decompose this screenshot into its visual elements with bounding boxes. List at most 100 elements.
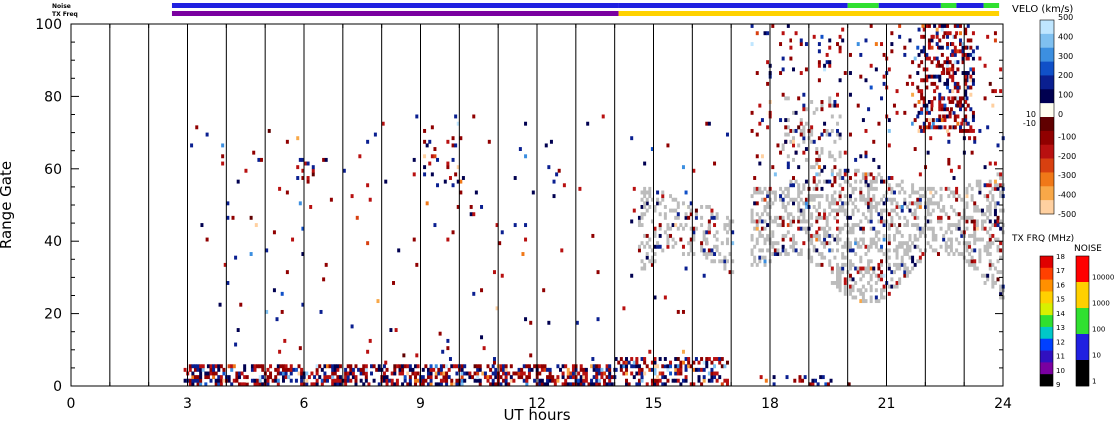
data-cell — [952, 223, 956, 228]
data-cell — [209, 378, 213, 383]
data-cell — [820, 241, 824, 246]
data-cell — [913, 56, 917, 61]
data-cell — [917, 110, 921, 115]
data-cell — [786, 212, 790, 217]
data-cell — [965, 194, 969, 199]
data-cell — [864, 197, 868, 202]
data-cell — [546, 367, 550, 372]
data-cell — [758, 215, 762, 220]
data-cell — [971, 81, 975, 86]
data-cell — [622, 360, 626, 365]
data-cell — [250, 364, 254, 369]
data-cell — [694, 215, 698, 220]
data-cell — [833, 179, 837, 184]
data-cell — [792, 201, 795, 206]
data-cell — [470, 375, 474, 380]
data-cell — [859, 186, 863, 191]
data-cell — [867, 262, 871, 267]
data-cell — [803, 375, 807, 380]
data-cell — [943, 60, 947, 65]
data-cell — [828, 132, 832, 137]
data-cell — [964, 114, 968, 119]
data-cell — [913, 212, 917, 217]
data-cell — [918, 226, 922, 231]
data-cell — [890, 277, 894, 282]
data-cell — [905, 241, 909, 246]
data-cell — [988, 226, 992, 231]
data-cell — [760, 255, 764, 260]
data-cell — [872, 266, 876, 271]
data-cell — [833, 197, 837, 202]
data-cell — [367, 382, 371, 387]
data-cell — [632, 375, 636, 380]
data-cell — [439, 371, 443, 376]
data-cell — [689, 364, 693, 369]
data-cell — [517, 367, 521, 372]
data-cell — [364, 367, 368, 372]
data-cell — [816, 382, 820, 387]
data-cell — [996, 183, 1000, 188]
data-cell — [492, 270, 496, 275]
data-cell — [676, 371, 680, 376]
data-cell — [653, 252, 657, 256]
data-cell — [930, 34, 934, 39]
data-cell — [439, 382, 443, 387]
data-cell — [257, 157, 261, 162]
txfreq-scale-swatch — [1040, 338, 1053, 351]
data-cell — [313, 382, 317, 387]
data-cell — [601, 114, 605, 119]
data-cell — [266, 367, 270, 372]
data-cell — [395, 382, 399, 387]
data-cell — [758, 248, 762, 253]
data-cell — [689, 237, 693, 242]
data-cell — [772, 375, 776, 380]
data-cell — [362, 364, 366, 369]
data-cell — [933, 24, 937, 28]
data-cell — [828, 96, 832, 101]
data-cell — [750, 128, 754, 133]
data-cell — [980, 208, 984, 213]
data-cell — [887, 212, 891, 217]
data-cell — [451, 157, 455, 162]
data-cell — [786, 223, 790, 228]
data-cell — [991, 262, 995, 267]
data-cell — [838, 237, 842, 242]
data-cell — [676, 201, 680, 206]
data-cell — [946, 63, 950, 68]
data-cell — [961, 60, 965, 65]
data-cell — [951, 74, 955, 79]
data-cell — [786, 230, 790, 235]
data-cell — [938, 103, 942, 108]
data-cell — [887, 67, 891, 72]
data-cell — [823, 233, 827, 238]
data-cell — [781, 215, 785, 220]
data-cell — [949, 205, 953, 209]
data-cell — [929, 212, 933, 217]
data-cell — [986, 34, 990, 39]
data-cell — [753, 259, 757, 264]
data-cell — [403, 364, 407, 369]
data-cell — [908, 201, 912, 206]
data-cell — [681, 226, 685, 231]
data-cell — [474, 190, 478, 195]
data-cell — [794, 241, 798, 246]
data-cell — [648, 259, 652, 264]
status-strip-segment — [618, 3, 848, 8]
data-cell — [820, 255, 824, 260]
data-cell — [921, 230, 925, 235]
data-cell — [802, 212, 806, 217]
data-cell — [669, 360, 673, 365]
data-cell — [944, 248, 948, 253]
data-cell — [874, 179, 878, 184]
data-cell — [692, 233, 696, 238]
data-cell — [527, 364, 531, 369]
data-cell — [590, 378, 594, 383]
data-cell — [794, 128, 798, 133]
data-cell — [843, 223, 847, 228]
x-tick-label: 9 — [416, 396, 425, 412]
data-cell — [656, 241, 660, 246]
data-cell — [973, 201, 977, 206]
y-tick-label: 100 — [35, 17, 62, 33]
data-cell — [781, 248, 785, 253]
txfreq-scale-title: TX FRQ (MHz) — [1011, 234, 1074, 244]
